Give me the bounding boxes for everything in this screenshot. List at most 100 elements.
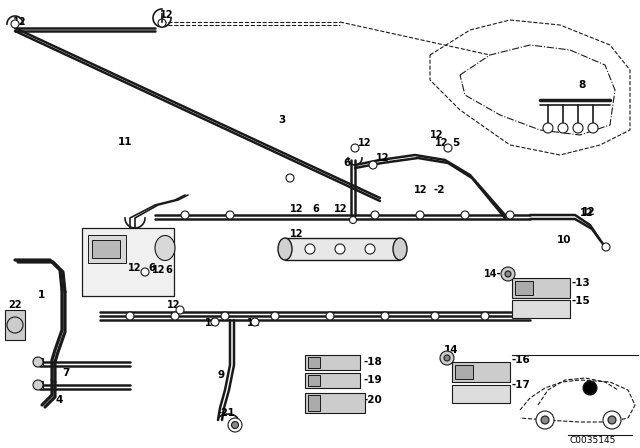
Circle shape — [176, 306, 184, 314]
Text: 12: 12 — [13, 17, 26, 27]
Bar — [452, 385, 510, 403]
Text: 12: 12 — [128, 263, 141, 273]
Text: 8: 8 — [578, 80, 585, 90]
Text: 12: 12 — [205, 318, 218, 328]
Text: 1: 1 — [38, 290, 45, 300]
Text: 12: 12 — [152, 265, 166, 275]
Text: -13: -13 — [572, 278, 591, 288]
Circle shape — [221, 312, 229, 320]
Circle shape — [603, 411, 621, 429]
Circle shape — [126, 312, 134, 320]
Circle shape — [326, 312, 334, 320]
Circle shape — [481, 312, 489, 320]
Bar — [82, 228, 174, 296]
Ellipse shape — [393, 238, 407, 260]
Text: -2: -2 — [433, 185, 445, 195]
Bar — [305, 355, 360, 370]
Text: 7: 7 — [62, 368, 69, 378]
Text: C0035145: C0035145 — [570, 435, 616, 444]
Text: 12: 12 — [290, 229, 303, 239]
Circle shape — [541, 416, 549, 424]
Text: 12: 12 — [167, 300, 180, 310]
Text: 12: 12 — [290, 204, 303, 214]
Text: 14: 14 — [444, 345, 459, 355]
Text: -16: -16 — [512, 355, 531, 365]
Bar — [308, 375, 320, 386]
Circle shape — [232, 422, 239, 428]
Bar — [512, 300, 570, 318]
Circle shape — [211, 318, 219, 326]
Circle shape — [141, 268, 149, 276]
Text: 12: 12 — [376, 153, 390, 163]
Circle shape — [11, 20, 19, 28]
Text: 6: 6 — [312, 204, 319, 214]
Circle shape — [349, 216, 356, 224]
Text: -20: -20 — [363, 395, 381, 405]
Circle shape — [501, 267, 515, 281]
Bar — [512, 278, 570, 298]
Text: 12: 12 — [247, 318, 260, 328]
Circle shape — [226, 211, 234, 219]
Text: 6: 6 — [165, 265, 172, 275]
Circle shape — [171, 312, 179, 320]
Text: -15: -15 — [572, 296, 591, 306]
Circle shape — [335, 244, 345, 254]
Bar — [285, 238, 400, 260]
Text: -17: -17 — [512, 380, 531, 390]
Circle shape — [444, 144, 452, 152]
Bar — [92, 240, 120, 258]
Bar — [305, 393, 365, 413]
Text: 10: 10 — [557, 235, 572, 245]
Circle shape — [536, 411, 554, 429]
Circle shape — [7, 317, 23, 333]
Circle shape — [588, 123, 598, 133]
Bar — [35, 358, 43, 366]
Text: 12: 12 — [435, 138, 449, 148]
Bar — [88, 235, 126, 263]
Bar — [515, 281, 533, 295]
Circle shape — [543, 123, 553, 133]
Circle shape — [286, 174, 294, 182]
Circle shape — [381, 312, 389, 320]
Text: 14-: 14- — [483, 269, 501, 279]
Text: -18: -18 — [363, 357, 381, 367]
Text: 12: 12 — [414, 185, 428, 195]
Bar — [35, 381, 43, 389]
Circle shape — [416, 211, 424, 219]
Ellipse shape — [155, 236, 175, 260]
Circle shape — [33, 357, 43, 367]
Text: 6: 6 — [344, 158, 351, 168]
Circle shape — [440, 351, 454, 365]
Text: 4: 4 — [55, 395, 62, 405]
Text: 3: 3 — [278, 115, 285, 125]
Circle shape — [251, 318, 259, 326]
Circle shape — [583, 381, 597, 395]
Text: 6: 6 — [148, 263, 155, 273]
Bar — [452, 362, 510, 382]
Bar — [455, 365, 473, 379]
Text: 5: 5 — [452, 138, 460, 148]
Circle shape — [506, 211, 514, 219]
Circle shape — [602, 243, 610, 251]
Circle shape — [33, 380, 43, 390]
Circle shape — [608, 416, 616, 424]
Text: 9: 9 — [217, 370, 224, 380]
Circle shape — [371, 211, 379, 219]
Circle shape — [351, 144, 359, 152]
Circle shape — [558, 123, 568, 133]
Text: 22: 22 — [8, 300, 22, 310]
Ellipse shape — [278, 238, 292, 260]
Circle shape — [461, 211, 469, 219]
Bar — [305, 373, 360, 388]
Bar — [308, 357, 320, 368]
Text: -21: -21 — [218, 408, 236, 418]
Text: 12: 12 — [358, 138, 371, 148]
Circle shape — [431, 312, 439, 320]
Circle shape — [158, 19, 166, 27]
Text: 12: 12 — [160, 10, 173, 20]
Text: 12: 12 — [430, 130, 444, 140]
Text: 12: 12 — [580, 208, 593, 218]
Text: 12: 12 — [334, 204, 348, 214]
Circle shape — [444, 355, 450, 361]
Text: 12: 12 — [582, 207, 595, 217]
